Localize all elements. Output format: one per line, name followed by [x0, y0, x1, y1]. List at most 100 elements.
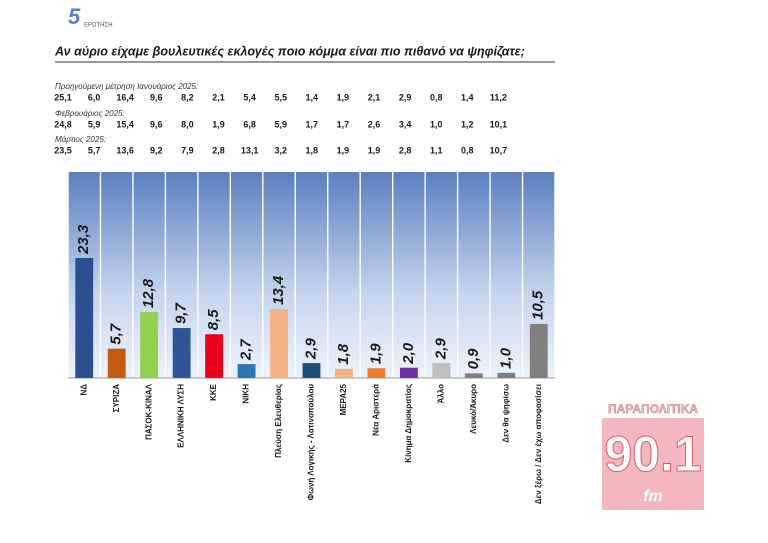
previous-value: 9,6	[150, 119, 163, 129]
x-tick-label: ΠΑΣΟΚ-ΚΙΝΑΛ	[144, 383, 153, 440]
value-label: 1,8	[335, 343, 352, 365]
previous-value: 10,7	[490, 145, 508, 155]
column-background	[231, 172, 263, 378]
bar	[270, 308, 288, 378]
bar	[237, 364, 256, 378]
previous-value: 0,8	[430, 92, 443, 102]
previous-value: 8,0	[181, 119, 194, 129]
logo-unit: fm	[643, 488, 663, 505]
value-label: 2,9	[302, 338, 319, 361]
previous-value: 6,0	[88, 92, 101, 102]
x-tick-label: Άλλο	[436, 384, 445, 404]
previous-value: 1,8	[306, 145, 319, 155]
value-label: 1,0	[497, 347, 514, 369]
previous-value: 1,7	[337, 119, 350, 129]
value-label: 1,9	[367, 343, 384, 365]
previous-label: Μάρτιος 2025:	[55, 135, 106, 144]
previous-value: 2,8	[399, 145, 412, 155]
previous-value: 1,7	[306, 119, 319, 129]
logo-frequency: 90.1	[604, 426, 701, 482]
previous-value: 1,9	[212, 119, 225, 129]
previous-value: 3,2	[274, 145, 287, 155]
x-tick-label: ΕΛΛΗΝΙΚΗ ΛΥΣΗ	[177, 384, 186, 448]
bar	[497, 372, 516, 378]
value-label: 12,8	[140, 278, 157, 308]
x-tick-label: Φωνή Λογικής - Λατινοπούλου	[307, 384, 316, 501]
value-label: 2,0	[400, 342, 417, 365]
column-background	[458, 172, 490, 378]
previous-value: 13,6	[116, 145, 134, 155]
column-background	[393, 172, 425, 378]
previous-value: 8,2	[181, 92, 194, 102]
previous-value: 2,6	[368, 119, 381, 129]
previous-value: 11,2	[490, 92, 507, 102]
logo-name: ΠΑΡΑΠΟΛΙΤΙΚΑ	[608, 402, 698, 416]
previous-value: 10,1	[490, 119, 508, 129]
previous-value: 1,0	[430, 119, 443, 129]
previous-value: 2,9	[399, 92, 412, 102]
x-tick-label: Δεν ξέρω / Δεν έχω αποφασίσει	[534, 384, 543, 504]
value-label: 0,9	[465, 348, 482, 370]
x-tick-label: Δεν θα ψηφίσω	[501, 384, 510, 443]
previous-value: 1,2	[461, 119, 474, 129]
column-background	[101, 172, 133, 378]
question-number: 5	[68, 4, 81, 29]
previous-value: 1,9	[368, 145, 381, 155]
value-label: 2,7	[238, 339, 255, 362]
previous-value: 1,4	[306, 92, 319, 102]
x-tick-label: Νέα Αριστερά	[372, 384, 381, 436]
previous-label: Προηγούμενη μέτρηση Ιανουάριος 2025:	[55, 82, 198, 91]
x-tick-label: ΣΥΡΙΖΑ	[112, 384, 121, 413]
chart-title: Αν αύριο είχαμε βουλευτικές εκλογές ποιο…	[54, 44, 525, 58]
value-label: 13,4	[270, 275, 287, 305]
previous-value: 15,4	[116, 119, 134, 129]
bar	[75, 258, 94, 378]
previous-value: 6,8	[243, 119, 256, 129]
value-label: 23,3	[75, 224, 92, 255]
previous-value: 13,1	[241, 145, 259, 155]
bar	[107, 348, 126, 378]
value-label: 8,5	[205, 309, 222, 331]
value-label: 9,7	[173, 303, 190, 325]
bar	[205, 334, 224, 378]
logo-box	[602, 418, 704, 510]
x-tick-label: ΝΔ	[79, 384, 88, 396]
previous-value: 16,4	[116, 92, 134, 102]
previous-value: 3,4	[399, 119, 412, 129]
value-label: 10,5	[530, 290, 547, 320]
previous-value: 2,1	[212, 92, 225, 102]
previous-value: 1,1	[430, 145, 443, 155]
previous-value: 1,9	[337, 145, 350, 155]
bar	[302, 363, 321, 378]
x-tick-label: ΜΕΡΑ25	[339, 383, 348, 415]
question-label: ΕΡΩΤΗΣΗ	[84, 23, 113, 29]
previous-label: Φεβρουάριος 2025:	[55, 109, 125, 118]
value-label: 2,9	[432, 338, 449, 361]
bar	[172, 328, 191, 378]
previous-value: 5,9	[274, 119, 287, 129]
bar	[335, 368, 353, 378]
x-tick-label: ΝΙΚΗ	[242, 384, 251, 404]
previous-value: 2,8	[212, 145, 225, 155]
previous-value: 23,5	[54, 145, 72, 155]
previous-value: 1,9	[337, 92, 350, 102]
previous-value: 2,1	[368, 92, 381, 102]
bar	[399, 367, 418, 378]
previous-value: 9,6	[150, 92, 163, 102]
previous-value: 7,9	[181, 145, 194, 155]
previous-value: 5,9	[88, 119, 101, 129]
x-tick-label: Λευκό/Άκυρο	[469, 384, 478, 434]
x-tick-label: Κίνημα Δημοκρατίας	[404, 384, 413, 463]
column-background	[295, 172, 328, 378]
x-tick-label: ΚΚΕ	[209, 383, 218, 401]
bar	[464, 373, 483, 378]
previous-value: 5,4	[243, 92, 256, 102]
bar	[432, 363, 451, 378]
bar	[367, 368, 386, 378]
x-tick-label: Πλεύση Ελευθερίας	[274, 384, 283, 458]
column-background	[328, 172, 360, 378]
previous-value: 1,4	[461, 92, 474, 102]
previous-value: 0,8	[461, 145, 474, 155]
previous-value: 25,1	[54, 92, 72, 102]
